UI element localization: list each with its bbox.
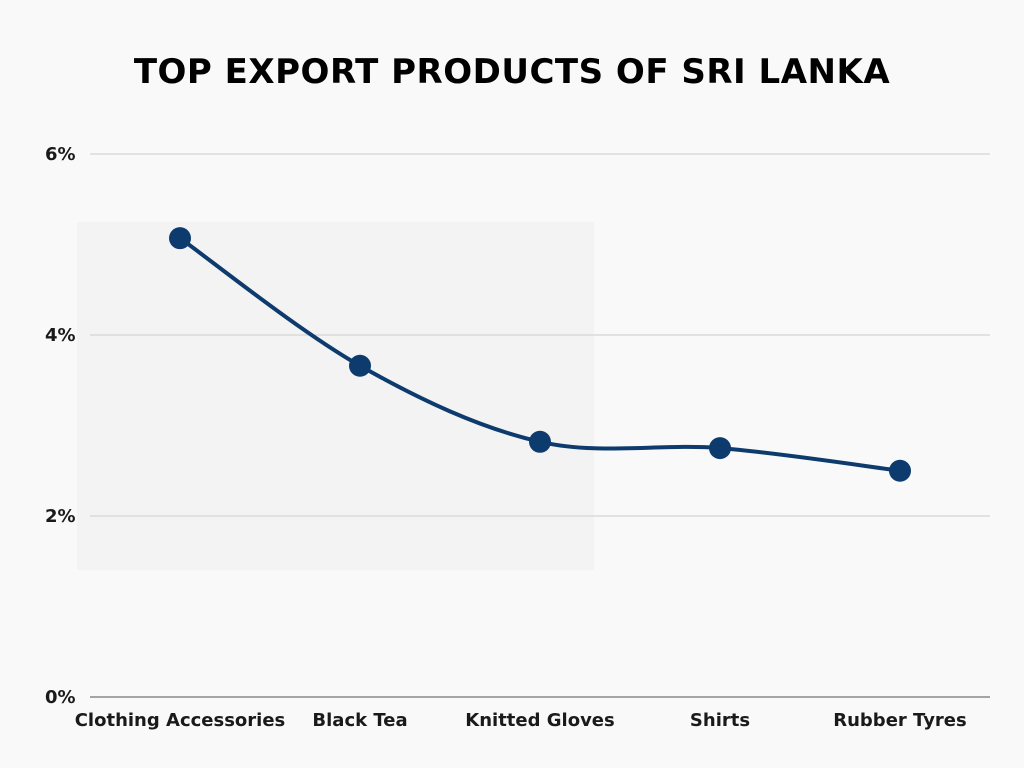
data-point (349, 354, 371, 377)
x-tick-label: Black Tea (312, 710, 407, 731)
data-point (169, 227, 191, 250)
x-tick-label: Knitted Gloves (465, 710, 614, 731)
y-tick-label: 4% (45, 325, 76, 346)
x-tick-label: Clothing Accessories (75, 710, 286, 731)
data-point (709, 437, 731, 460)
data-point (529, 430, 551, 453)
y-tick-label: 6% (45, 144, 76, 165)
x-tick-label: Rubber Tyres (833, 710, 966, 731)
x-tick-label: Shirts (690, 710, 750, 731)
y-tick-label: 0% (45, 687, 76, 708)
highlight-panel (77, 222, 594, 570)
y-tick-label: 2% (45, 506, 76, 527)
data-point (889, 459, 911, 482)
chart-title: TOP EXPORT PRODUCTS OF SRI LANKA (133, 52, 891, 92)
